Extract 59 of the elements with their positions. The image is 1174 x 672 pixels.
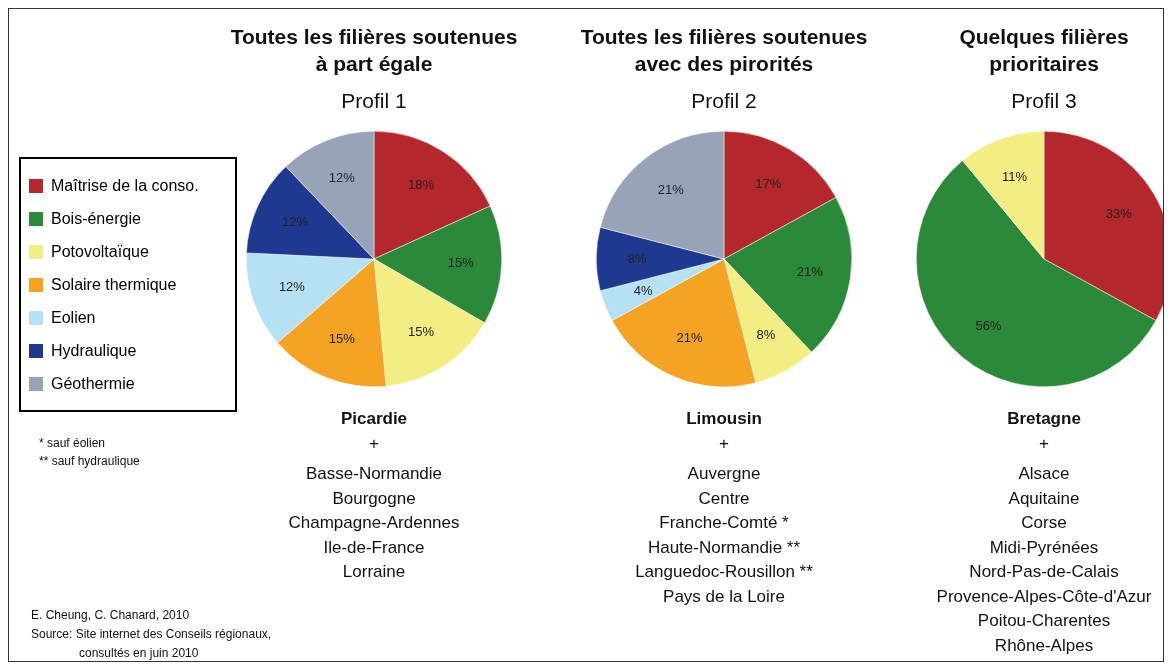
data-label: 21%: [796, 264, 824, 280]
text: Franche-Comté *: [658, 512, 790, 534]
text: Haute-Normandie **: [646, 536, 802, 559]
text: ** sauf hydraulique: [39, 453, 140, 470]
legend-label: Géothermie: [51, 374, 135, 393]
data-label: 15%: [328, 331, 356, 347]
text: Centre: [697, 487, 751, 510]
text: Picardie: [339, 408, 409, 430]
data-label: 17%: [755, 175, 782, 191]
text: +: [718, 432, 730, 455]
chart-subtitle: Profil 3: [1010, 89, 1078, 113]
legend-label: Eolien: [51, 308, 96, 327]
text: Pays de la Loire: [662, 585, 786, 608]
text: * sauf éolien: [39, 435, 107, 452]
data-label: 11%: [1002, 168, 1028, 184]
legend-label: Potovoltaïque: [51, 242, 149, 261]
text: Rhône-Alpes: [993, 634, 1095, 657]
source-note: Source: Site internet des Conseils régionaux, consultés en juin 2010: [31, 626, 273, 662]
chart-subtitle: Profil 1: [340, 89, 408, 113]
data-label: 12%: [278, 278, 306, 294]
text: Provence-Alpes-Côte-d'Azur: [935, 585, 1153, 608]
chart-subtitle: Profil 2: [690, 89, 758, 113]
legend-label: Solaire thermique: [51, 275, 177, 294]
data-label: 33%: [1105, 206, 1133, 222]
text: Midi-Pyrénées: [988, 536, 1100, 559]
data-label: 12%: [281, 214, 309, 230]
text: Languedoc-Rousillon **: [634, 561, 814, 583]
legend-label: Bois-énergie: [51, 209, 141, 228]
text: Poitou-Charentes: [976, 610, 1112, 632]
text: Champagne-Ardennes: [287, 512, 461, 534]
text: Bretagne: [1006, 408, 1082, 430]
chart-title: Toutes les filières soutenues à part égale: [229, 24, 519, 77]
data-label: 8%: [627, 250, 647, 266]
data-label: 21%: [657, 181, 685, 197]
legend-label: Maîtrise de la conso.: [51, 176, 199, 195]
text: Lorraine: [341, 561, 407, 583]
text: Limousin: [685, 408, 763, 430]
text: +: [1038, 432, 1050, 455]
text: Ile-de-France: [322, 536, 426, 559]
text: Nord-Pas-de-Calais: [968, 561, 1120, 583]
text: Basse-Normandie: [304, 463, 444, 485]
data-label: 21%: [676, 330, 703, 346]
data-label: 12%: [328, 169, 356, 185]
data-label: 4%: [633, 282, 654, 298]
text: Alsace: [1017, 463, 1071, 485]
data-label: 15%: [407, 323, 435, 339]
text: Aquitaine: [1007, 487, 1081, 510]
data-label: 56%: [975, 317, 1003, 333]
chart-title: Quelques filières prioritaires: [958, 24, 1130, 77]
data-label: 15%: [447, 254, 475, 270]
chart-title: Toutes les filières soutenues avec des pirorités: [579, 24, 869, 77]
data-label: 8%: [756, 326, 776, 342]
data-label: 18%: [407, 177, 435, 193]
text: Auvergne: [686, 463, 762, 485]
text: Bourgogne: [331, 487, 417, 510]
text: Corse: [1020, 512, 1068, 534]
legend-label: Hydraulique: [51, 341, 137, 360]
text: E. Cheung, C. Chanard, 2010: [31, 607, 191, 624]
text: +: [368, 432, 380, 455]
